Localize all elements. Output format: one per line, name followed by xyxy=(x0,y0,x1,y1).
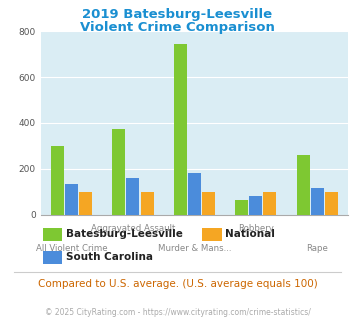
Bar xyxy=(141,192,154,214)
Bar xyxy=(296,155,310,214)
Text: 2019 Batesburg-Leesville: 2019 Batesburg-Leesville xyxy=(82,8,273,21)
Text: Batesburg-Leesville: Batesburg-Leesville xyxy=(66,229,182,239)
Bar xyxy=(126,178,140,214)
Bar xyxy=(51,146,64,214)
Bar xyxy=(235,200,248,215)
Text: Rape: Rape xyxy=(306,244,328,253)
Text: Violent Crime Comparison: Violent Crime Comparison xyxy=(80,21,275,34)
Bar xyxy=(249,196,262,214)
Text: Compared to U.S. average. (U.S. average equals 100): Compared to U.S. average. (U.S. average … xyxy=(38,279,317,289)
Bar xyxy=(202,192,215,214)
Bar xyxy=(65,183,78,214)
Bar xyxy=(263,192,277,214)
Text: All Violent Crime: All Violent Crime xyxy=(36,244,107,253)
Bar xyxy=(112,129,125,214)
Text: Murder & Mans...: Murder & Mans... xyxy=(158,244,231,253)
Bar xyxy=(188,173,201,214)
Bar xyxy=(325,192,338,214)
Bar xyxy=(79,192,92,214)
Text: National: National xyxy=(225,229,275,239)
Text: Robbery: Robbery xyxy=(238,224,274,233)
Bar xyxy=(311,188,324,215)
Text: South Carolina: South Carolina xyxy=(66,252,153,262)
Text: Aggravated Assault: Aggravated Assault xyxy=(91,224,175,233)
Text: © 2025 CityRating.com - https://www.cityrating.com/crime-statistics/: © 2025 CityRating.com - https://www.city… xyxy=(45,308,310,317)
Bar xyxy=(174,44,187,214)
